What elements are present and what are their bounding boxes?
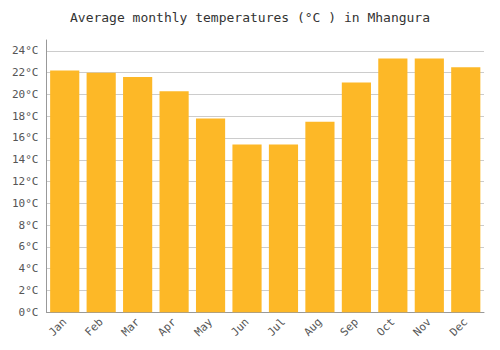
svg-text:Oct: Oct <box>374 316 397 339</box>
svg-text:10°C: 10°C <box>12 197 39 210</box>
svg-text:24°C: 24°C <box>12 44 39 57</box>
svg-text:22°C: 22°C <box>12 66 39 79</box>
svg-text:14°C: 14°C <box>12 153 39 166</box>
svg-text:20°C: 20°C <box>12 88 39 101</box>
svg-text:4°C: 4°C <box>19 262 39 275</box>
svg-text:Jun: Jun <box>228 316 251 339</box>
svg-text:Average monthly temperatures (: Average monthly temperatures (°C ) in Mh… <box>70 10 430 25</box>
svg-text:0°C: 0°C <box>19 306 39 319</box>
svg-text:2°C: 2°C <box>19 284 39 297</box>
svg-text:Dec: Dec <box>447 316 470 339</box>
svg-text:Nov: Nov <box>411 315 434 338</box>
svg-text:18°C: 18°C <box>12 110 39 123</box>
svg-text:Apr: Apr <box>155 315 178 338</box>
svg-text:Sep: Sep <box>338 316 361 339</box>
svg-text:Jan: Jan <box>46 316 69 339</box>
svg-text:8°C: 8°C <box>19 219 39 232</box>
svg-text:Mar: Mar <box>119 315 142 338</box>
svg-text:Aug: Aug <box>301 316 324 339</box>
svg-text:Jul: Jul <box>265 316 288 339</box>
svg-text:16°C: 16°C <box>12 131 39 144</box>
svg-text:12°C: 12°C <box>12 175 39 188</box>
svg-text:May: May <box>192 315 215 338</box>
svg-text:Feb: Feb <box>83 316 106 339</box>
svg-text:6°C: 6°C <box>19 240 39 253</box>
